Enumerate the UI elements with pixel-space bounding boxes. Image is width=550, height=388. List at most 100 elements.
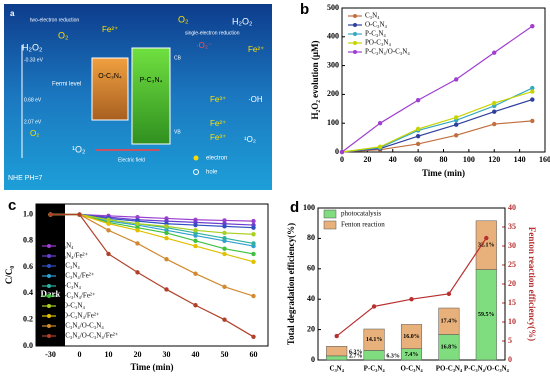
value-label: 6.3% bbox=[349, 349, 363, 355]
y-tick-label: 0.4 bbox=[23, 288, 33, 297]
series-line bbox=[50, 213, 254, 235]
x-axis-label: Time (min) bbox=[422, 168, 465, 178]
x-tick-label: P-C₃N₄ bbox=[364, 365, 386, 373]
reduction-label: two-electron reduction bbox=[30, 17, 79, 23]
bar-segment bbox=[438, 307, 460, 335]
x-tick-label: 140 bbox=[514, 155, 526, 164]
series-line bbox=[336, 237, 487, 337]
vb-label: VB bbox=[174, 129, 181, 135]
species-label: ·OH bbox=[248, 95, 263, 104]
data-point bbox=[492, 100, 497, 106]
legend-label: PO-C₃N₄ bbox=[59, 302, 85, 310]
p-c3n4-block bbox=[131, 47, 171, 145]
value-label: 6.3% bbox=[386, 353, 400, 359]
x-tick-label: O-C₃N₄ bbox=[400, 365, 423, 373]
species-label: ¹O₂ bbox=[72, 144, 86, 154]
x-tick-label: C₃N₄ bbox=[330, 365, 345, 373]
data-point bbox=[251, 232, 256, 237]
value-label: 59.5% bbox=[478, 312, 495, 318]
species-label: H₂O₂ bbox=[232, 16, 253, 26]
species-label: Fe³⁺ bbox=[210, 95, 226, 104]
data-point bbox=[377, 144, 383, 150]
data-point bbox=[135, 270, 140, 275]
x-tick-label: 40 bbox=[192, 350, 200, 359]
chart: b 0 20 40 60 80 100 120 140 160 0 100 200 300 400 500 Ti… bbox=[300, 1, 550, 178]
data-point bbox=[530, 118, 535, 124]
legend-marker bbox=[353, 14, 357, 18]
legend-label: O-C₃N₄/Fe²⁺ bbox=[59, 292, 96, 300]
data-point bbox=[135, 221, 140, 226]
y-tick-label: 100 bbox=[327, 118, 339, 127]
data-point bbox=[377, 121, 383, 126]
species-label: Fe²⁺ bbox=[210, 119, 226, 128]
nhe-label: NHE PH=7 bbox=[8, 175, 43, 182]
data-point bbox=[251, 241, 256, 246]
x-tick-label: 10 bbox=[105, 350, 113, 359]
data-point bbox=[106, 221, 111, 226]
y-tick-label: 300 bbox=[327, 60, 339, 69]
energy-level: 0.68 eV bbox=[24, 97, 42, 103]
data-point bbox=[193, 271, 198, 276]
y-tick-label: 200 bbox=[327, 89, 339, 98]
bar-segment bbox=[363, 328, 385, 351]
species-label: Fe²⁺ bbox=[102, 25, 118, 34]
value-label: 17.4% bbox=[441, 319, 458, 325]
legend-marker bbox=[353, 32, 357, 36]
data-point bbox=[222, 218, 227, 223]
data-point bbox=[106, 251, 111, 257]
electron-label: electron bbox=[206, 156, 227, 162]
data-point bbox=[371, 304, 377, 309]
data-point bbox=[530, 97, 535, 102]
y-axis-label: H₂O₂ evolution (μM) bbox=[310, 41, 320, 120]
o-c3n4-label: O-C₃N₄ bbox=[98, 73, 122, 80]
legend-marker bbox=[353, 50, 357, 54]
plot-frame bbox=[35, 203, 269, 347]
plot-frame bbox=[341, 7, 546, 153]
series-line bbox=[341, 87, 533, 153]
y2-tick-label: 5 bbox=[508, 336, 512, 345]
legend-label: P-C₃N₄ bbox=[365, 30, 386, 38]
hole-label: hole bbox=[206, 170, 218, 176]
value-label: 32.1% bbox=[478, 243, 495, 249]
data-point bbox=[77, 212, 82, 217]
data-point bbox=[222, 317, 227, 322]
panel-label: a bbox=[10, 9, 15, 18]
data-point bbox=[164, 224, 169, 229]
x-tick-label: 40 bbox=[389, 155, 397, 164]
fermi-level-label: Fermi level bbox=[52, 82, 81, 88]
species-label: O₂ bbox=[30, 129, 39, 138]
x-tick-label: 120 bbox=[488, 155, 500, 164]
data-point bbox=[530, 23, 535, 29]
legend-label: P-C₃N₄ bbox=[59, 262, 80, 270]
series-line bbox=[341, 120, 533, 153]
y-tick-label: 80 bbox=[307, 233, 315, 242]
data-point bbox=[453, 77, 459, 82]
legend-swatch bbox=[323, 209, 337, 219]
legend-marker bbox=[47, 284, 51, 288]
legend-marker bbox=[353, 23, 357, 27]
data-point bbox=[453, 133, 459, 138]
series-line bbox=[50, 213, 254, 263]
value-label: 7.4% bbox=[405, 352, 419, 358]
data-point bbox=[106, 228, 111, 233]
x-tick-label: PO-C₃N₄ bbox=[436, 365, 463, 373]
x-tick-label: 160 bbox=[539, 155, 550, 164]
species-label: H₂O₂ bbox=[22, 42, 43, 52]
data-point bbox=[339, 149, 345, 155]
x-tick-label: 80 bbox=[440, 155, 448, 164]
data-point bbox=[409, 297, 414, 302]
energy-level: 2.07 eV bbox=[24, 119, 42, 125]
x-tick-label: 0 bbox=[78, 350, 82, 359]
p-c3n4-label: P-C₃N₄ bbox=[140, 77, 163, 84]
x-tick-label: 30 bbox=[163, 350, 171, 359]
legend-label: PO-C₃N₄ bbox=[365, 39, 391, 47]
data-point bbox=[415, 126, 421, 132]
data-point bbox=[415, 133, 421, 139]
series-line bbox=[341, 99, 533, 153]
data-point bbox=[135, 228, 140, 233]
y2-tick-label: 40 bbox=[508, 203, 516, 212]
electron-icon bbox=[193, 155, 199, 161]
legend-marker bbox=[353, 41, 357, 45]
y2-tick-label: 15 bbox=[508, 298, 516, 307]
legend-label: C₃N₄ bbox=[59, 242, 74, 250]
